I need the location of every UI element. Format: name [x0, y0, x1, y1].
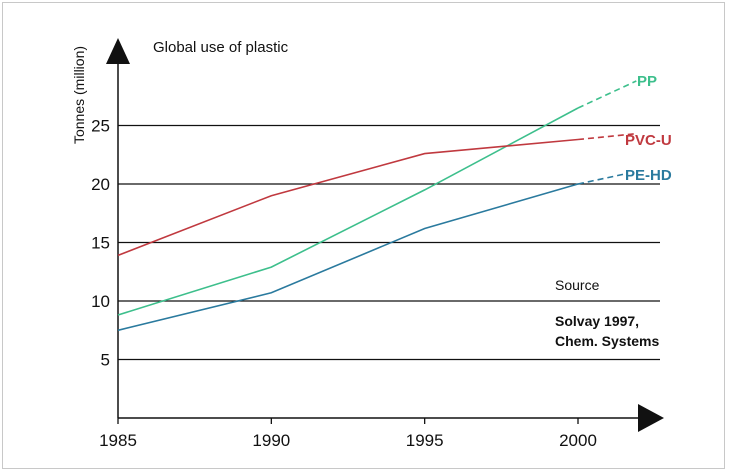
x-axis-arrow [638, 404, 664, 432]
series-projection-pe-hd [577, 172, 628, 185]
y-tick-label: 10 [91, 292, 110, 311]
y-tick-label: 25 [91, 117, 110, 136]
x-tick-label: 1990 [252, 431, 290, 450]
series-label-pvc-u: PVC-U [625, 132, 672, 149]
series-label-pe-hd: PE-HD [625, 167, 672, 184]
x-tick-label: 1985 [99, 431, 137, 450]
source-line-2: Chem. Systems [555, 333, 659, 349]
tick-labels: 5 10 15 20 25 1985 1990 1995 2000 [91, 117, 597, 451]
source-heading: Source [555, 277, 600, 293]
series-label-pp: PP [637, 73, 657, 90]
y-tick-label: 15 [91, 234, 110, 253]
chart-title: Global use of plastic [153, 39, 289, 56]
series-lines [117, 80, 637, 332]
y-axis-arrow [106, 38, 130, 64]
series-line-pe-hd [117, 183, 579, 332]
series-line-pvc-u [117, 138, 579, 257]
gridlines [118, 124, 660, 361]
source-line-1: Solvay 1997, [555, 313, 639, 329]
axes [106, 38, 664, 432]
chart-frame [2, 2, 725, 469]
y-axis-label: Tonnes (million) [71, 46, 87, 144]
y-tick-label: 20 [91, 175, 110, 194]
x-tick-label: 2000 [559, 431, 597, 450]
x-tick-label: 1995 [406, 431, 444, 450]
y-tick-label: 5 [101, 351, 110, 370]
series-line-pp [117, 107, 579, 316]
series-projection-pp [577, 80, 637, 109]
